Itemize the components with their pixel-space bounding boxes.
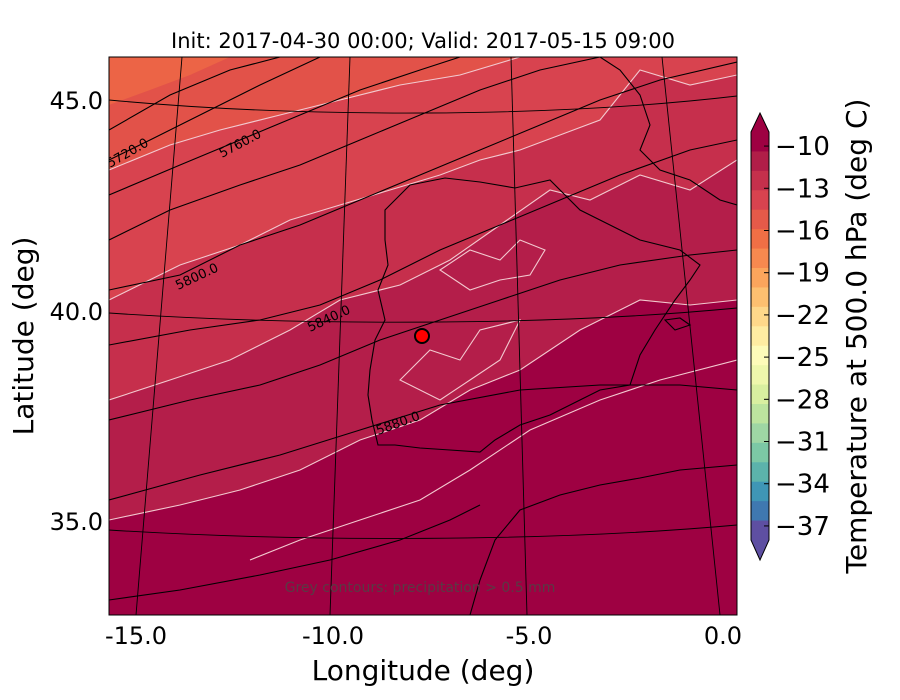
colorbar-segment xyxy=(751,132,769,152)
colorbar-segment xyxy=(751,384,769,405)
colorbar-tick-label: −34 xyxy=(775,470,830,500)
temp-fill-band-16 xyxy=(109,57,520,170)
x-tick-labels: -15.0 -10.0 -5.0 0.0 xyxy=(105,622,742,650)
coastlines xyxy=(109,57,737,615)
colorbar-segment xyxy=(751,151,769,172)
colorbar-tick-label: −25 xyxy=(775,343,830,373)
colorbar-segment xyxy=(751,462,769,483)
colorbar-segment xyxy=(751,404,769,424)
morocco-coast xyxy=(109,504,481,601)
colorbar-segment xyxy=(751,501,769,522)
colorbar-tick-label: −13 xyxy=(775,174,830,204)
x-tick-label: -15.0 xyxy=(105,622,167,650)
colorbar-segment xyxy=(751,170,769,191)
colorbar-segment xyxy=(751,326,769,347)
colorbar-segment xyxy=(751,229,769,250)
colorbar-tick-label: −16 xyxy=(775,216,830,246)
colorbar-ticks: −10 −13 −16 −19 −22 −25 −28 −31 −34 −37 xyxy=(764,132,830,542)
y-tick-label: 45.0 xyxy=(50,87,103,115)
colorbar-segment xyxy=(751,345,769,366)
graticule xyxy=(109,57,737,615)
colorbar-extend-bottom xyxy=(751,540,769,560)
colorbar-tick-label: −10 xyxy=(775,132,830,162)
x-tick-label: -5.0 xyxy=(506,622,553,650)
colorbar-outline xyxy=(750,111,770,562)
height-contours xyxy=(109,57,737,501)
colorbar-tick-label: −19 xyxy=(775,259,830,289)
colorbar-segment xyxy=(751,248,769,269)
colorbar-segment xyxy=(751,520,769,541)
north-africa-coast xyxy=(469,464,737,615)
colorbar-segment xyxy=(751,268,769,288)
location-marker xyxy=(414,328,430,344)
colorbar-tick-label: −31 xyxy=(775,428,830,458)
x-axis-label: Longitude (deg) xyxy=(312,654,535,687)
x-tick-label: -10.0 xyxy=(302,622,364,650)
colorbar-tick-label: −37 xyxy=(775,512,830,542)
map-frame xyxy=(108,56,738,616)
colorbar-segment xyxy=(751,481,769,502)
colorbar-segment xyxy=(751,423,769,444)
colorbar-segment xyxy=(751,190,769,211)
colorbar-segment xyxy=(751,209,769,230)
balearic-islands xyxy=(663,317,692,331)
y-axis-label: Latitude (deg) xyxy=(7,237,40,436)
colorbar: −10 −13 −16 −19 −22 −25 −28 −31 −34 −37 Temperatu… xyxy=(750,99,873,575)
colorbar-tick-label: −28 xyxy=(775,385,830,415)
colorbar-extend-top xyxy=(751,113,769,132)
y-tick-label: 35.0 xyxy=(50,508,103,536)
colorbar-segment xyxy=(751,287,769,308)
colorbar-label: Temperature at 500.0 hPa (deg C) xyxy=(840,99,873,575)
colorbar-tick-label: −22 xyxy=(775,301,830,331)
plot-title: Init: 2017-04-30 00:00; Valid: 2017-05-1… xyxy=(171,29,675,53)
precipitation-note: Grey contours: precipitation > 0.5 mm xyxy=(285,580,556,596)
colorbar-segment xyxy=(751,306,769,327)
y-tick-labels: 45.0 40.0 35.0 xyxy=(50,87,103,536)
x-tick-label: 0.0 xyxy=(704,622,742,650)
iberia-coast xyxy=(367,177,701,453)
colorbar-segment xyxy=(751,365,769,386)
map-panel: 5720.0 5760.0 5800.0 5840.0 5880.0 Grey … xyxy=(109,57,737,615)
colorbar-segments xyxy=(751,132,769,541)
colorbar-segment xyxy=(751,442,769,463)
y-tick-label: 40.0 xyxy=(50,298,103,326)
france-coast xyxy=(599,57,737,206)
temp-contours xyxy=(109,57,737,561)
temp-fill-band-17 xyxy=(109,57,230,105)
